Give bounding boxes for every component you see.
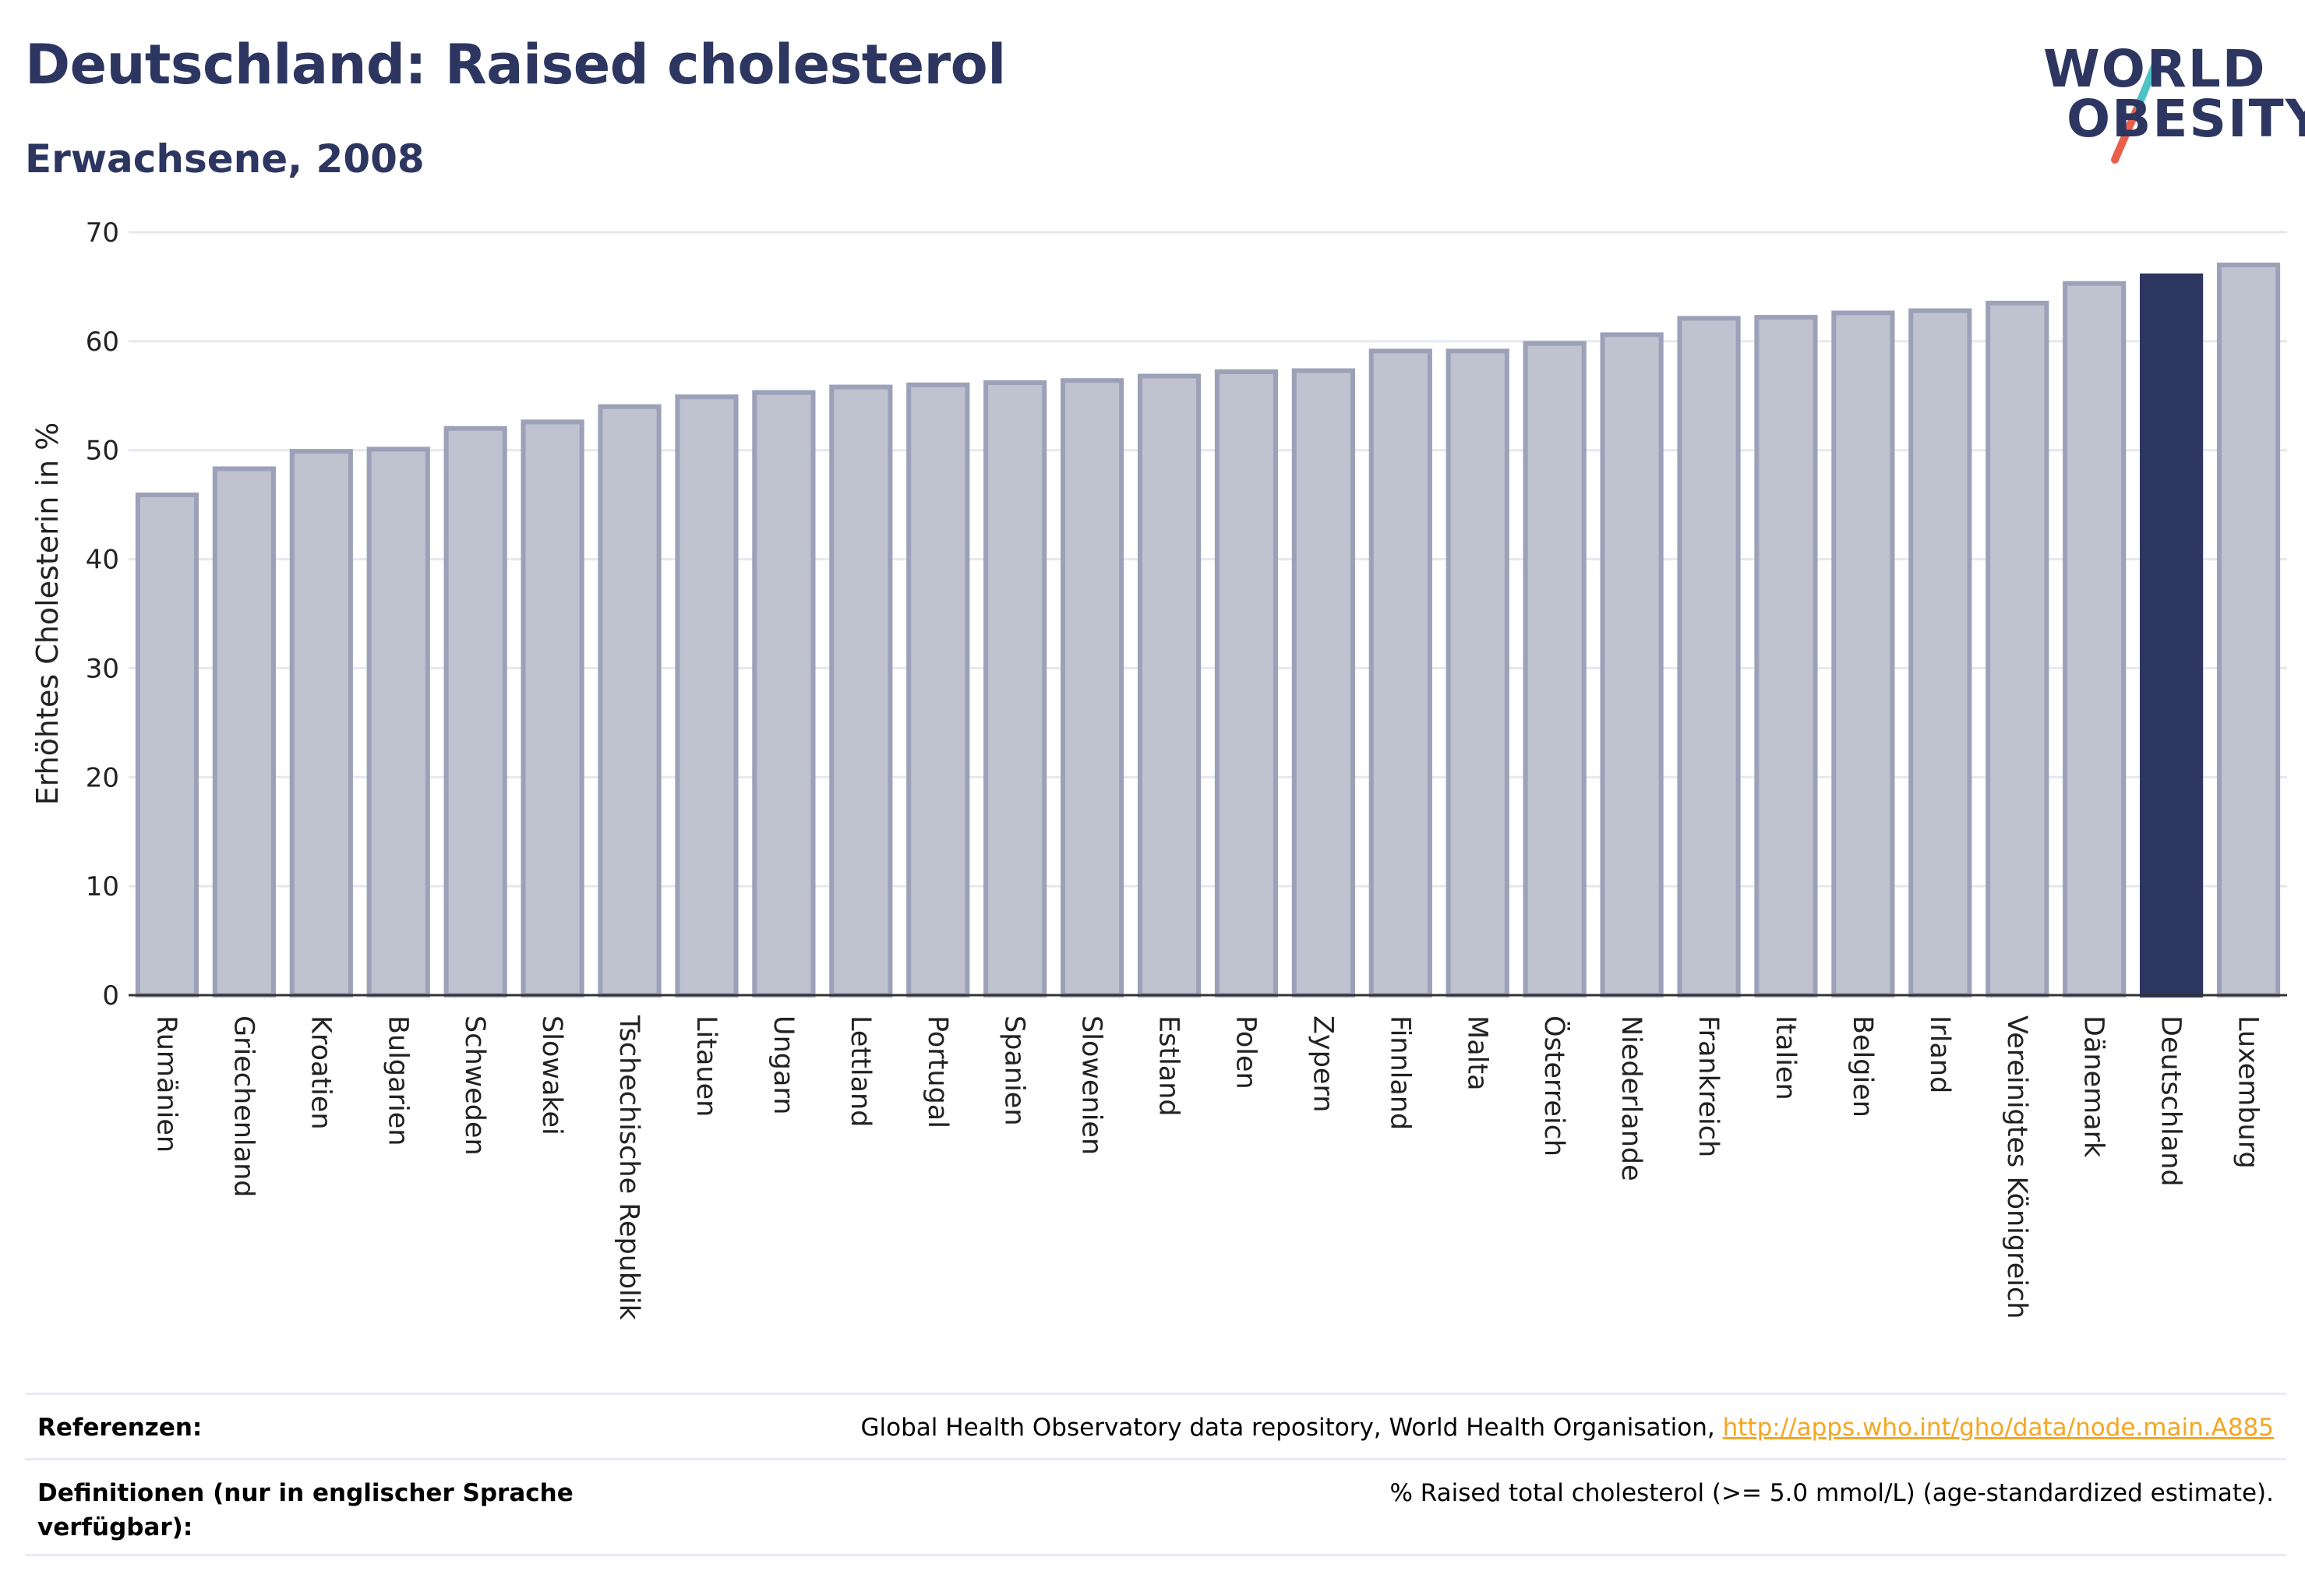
x-tick-label: Zypern <box>1307 1015 1338 1112</box>
x-tick-label: Belgien <box>1847 1015 1878 1118</box>
bar <box>2140 273 2204 998</box>
x-tick-label: Estland <box>1153 1015 1184 1117</box>
bar <box>443 425 507 998</box>
bar <box>1137 373 1202 998</box>
x-tick-label: Spanien <box>999 1015 1030 1126</box>
bar <box>1831 310 1895 998</box>
bar <box>2216 262 2281 998</box>
definitions-row: Definitionen (nur in englischer Sprache … <box>25 1458 2286 1556</box>
world-obesity-logo: WORLD OBESITY <box>2034 31 2305 168</box>
x-tick-label: Italien <box>1770 1015 1801 1100</box>
bar <box>212 466 276 998</box>
bar-chart: 0 10 20 30 40 50 60 70 Rumänien Griechenland Kroat… <box>30 217 2287 1321</box>
bar <box>752 390 816 998</box>
y-tick-label: 40 <box>86 545 119 576</box>
y-tick-label: 30 <box>86 653 119 684</box>
definitions-label: Definitionen (nur in englischer Sprache … <box>37 1479 574 1541</box>
x-tick-label: Kroatien <box>305 1015 336 1130</box>
bar <box>983 380 1047 998</box>
y-tick-label: 20 <box>86 762 119 793</box>
bar <box>289 449 353 998</box>
bar <box>1291 368 1355 998</box>
bar <box>521 419 584 998</box>
logo-text-obesity: OBESITY <box>2067 89 2305 149</box>
y-tick-label: 0 <box>102 980 119 1012</box>
x-tick-label: Deutschland <box>2155 1015 2187 1187</box>
bar <box>829 384 893 998</box>
x-tick-label: Vereinigtes Königreich <box>2001 1015 2032 1319</box>
x-tick-label: Niederlande <box>1615 1015 1647 1181</box>
bar <box>2063 281 2127 998</box>
y-tick-label: 50 <box>86 436 119 467</box>
logo-text-world: WORLD <box>2043 39 2267 99</box>
chart-subtitle: Erwachsene, 2008 <box>25 136 425 182</box>
references-row: Referenzen: Global Health Observatory da… <box>25 1393 2286 1460</box>
x-tick-label: Portugal <box>922 1015 953 1128</box>
x-tick-label: Ungarn <box>768 1015 799 1114</box>
x-tick-label: Polen <box>1230 1015 1261 1089</box>
definitions-value: % Raised total cholesterol (>= 5.0 mmol/… <box>1389 1479 2274 1507</box>
bar <box>906 382 970 998</box>
y-tick-label: 10 <box>86 871 119 902</box>
logo-slash-icon <box>2111 57 2161 164</box>
x-tick-label: Griechenland <box>228 1015 259 1197</box>
y-tick-label: 70 <box>86 217 119 249</box>
bar <box>1445 348 1509 998</box>
bar <box>1600 332 1664 998</box>
bar <box>1061 378 1124 998</box>
references-label: Referenzen: <box>37 1414 203 1442</box>
x-tick-label: Dänemark <box>2078 1015 2109 1158</box>
x-tick-label: Irland <box>1924 1015 1955 1093</box>
x-tick-label: Luxemburg <box>2233 1015 2264 1169</box>
x-tick-label: Slowakei <box>536 1015 567 1135</box>
bar <box>1214 369 1279 998</box>
references-source-text: Global Health Observatory data repositor… <box>860 1414 1723 1442</box>
x-tick-label: Malta <box>1461 1015 1492 1091</box>
x-tick-label: Slowenien <box>1076 1015 1107 1155</box>
x-tick-label: Bulgarien <box>382 1015 413 1146</box>
x-tick-label: Frankreich <box>1693 1015 1724 1157</box>
bar <box>1754 315 1818 998</box>
bar <box>598 404 662 998</box>
x-tick-label: Finnland <box>1384 1015 1415 1130</box>
x-tick-label: Rumänien <box>150 1015 182 1153</box>
y-axis-label: Erhöhtes Cholesterin in % <box>30 422 65 806</box>
bar <box>1677 316 1741 998</box>
bar <box>1523 341 1587 998</box>
bar <box>366 447 430 998</box>
y-tick-label: 60 <box>86 327 119 358</box>
chart-title: Deutschland: Raised cholesterol <box>25 33 1006 97</box>
x-tick-label: Litauen <box>690 1015 722 1117</box>
references-bottom-rule <box>25 1554 2286 1556</box>
bar <box>1368 348 1432 998</box>
bar <box>1986 300 2049 998</box>
x-tick-label: Schweden <box>459 1015 490 1156</box>
bar <box>675 394 739 998</box>
x-tick-label: Österreich <box>1538 1015 1571 1156</box>
references-link[interactable]: http://apps.who.int/gho/data/node.main.A… <box>1722 1414 2274 1442</box>
bar <box>1908 308 1972 998</box>
bar <box>135 493 199 998</box>
references-value: Global Health Observatory data repositor… <box>861 1411 2274 1445</box>
x-tick-label: Tschechische Republik <box>613 1015 644 1321</box>
x-tick-label: Lettland <box>845 1015 876 1127</box>
